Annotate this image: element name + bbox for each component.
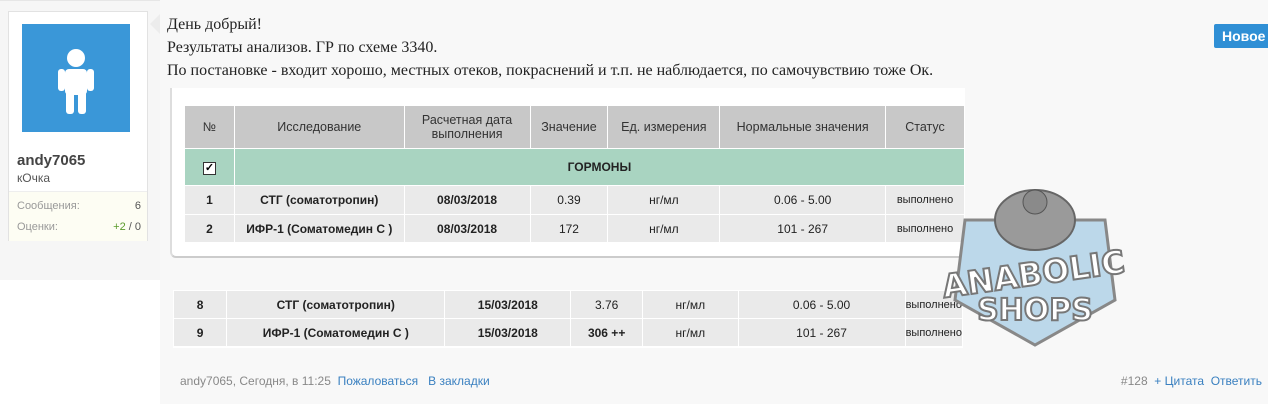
cell: ИФР-1 (Соматомедин С ) (233, 214, 405, 243)
cell: выполнено (885, 185, 965, 215)
col-header: № (184, 105, 235, 149)
results-image-1: № Исследование Расчетная дата выполнения… (170, 88, 966, 258)
results-image-2: 8 СТГ (соматотропин) 15/03/2018 3.76 нг/мл 0.… (172, 290, 964, 348)
stat-negative: / 0 (125, 221, 141, 233)
stat-label: Сообщения: (17, 200, 80, 212)
report-link[interactable]: Пожаловаться (337, 374, 419, 388)
message-arrow (150, 14, 160, 34)
table-row: 8 СТГ (соматотропин) 15/03/2018 3.76 нг/мл 0.… (172, 290, 964, 319)
stat-messages: Сообщения: 6 (17, 200, 141, 212)
cell: 2 (184, 214, 235, 243)
cell: 0.39 (529, 185, 609, 215)
username[interactable]: andy7065 (17, 152, 86, 169)
post-line: По постановке - входит хорошо, местных о… (167, 62, 934, 79)
post-footer-right: #128 + Цитата Ответить (1121, 374, 1262, 388)
cell: 0.06 - 5.00 (719, 185, 887, 215)
cell: выполнено (904, 290, 964, 319)
cell: СТГ (соматотропин) (233, 185, 405, 215)
post-footer-left: andy7065, Сегодня, в 11:25 Пожаловаться … (180, 374, 490, 388)
col-header: Нормальные значения (719, 105, 887, 149)
col-header: Ед. измерения (607, 105, 721, 149)
stat-value: 6 (134, 200, 141, 212)
cell: ИФР-1 (Соматомедин С ) (226, 318, 446, 347)
table-header: № Исследование Расчетная дата выполнения… (184, 105, 965, 149)
cell: 3.76 (570, 290, 644, 319)
col-header: Исследование (233, 105, 405, 149)
table-row: 2 ИФР-1 (Соматомедин С ) 08/03/2018 172 нг/м… (184, 214, 965, 243)
cell: 306 ++ (570, 318, 644, 347)
cell: 1 (184, 185, 235, 215)
cell: выполнено (904, 318, 964, 347)
cell: 8 (172, 290, 228, 319)
cell: нг/мл (642, 290, 739, 319)
new-badge[interactable]: Новое (1214, 24, 1268, 48)
watermark-line2: SHOPS (977, 293, 1093, 328)
group-row: ✓ ГОРМОНЫ (184, 148, 966, 186)
cell: 101 - 267 (737, 318, 906, 347)
post-text: День добрый! Результаты анализов. ГР по … (167, 13, 933, 82)
reply-link[interactable]: Ответить (1210, 374, 1262, 388)
checkbox-checked[interactable]: ✓ (202, 161, 216, 175)
cell: СТГ (соматотропин) (226, 290, 446, 319)
user-info: andy7065 кОчка Сообщения: 6 Оценки: +2 / 0 (8, 11, 148, 241)
user-title: кОчка (17, 171, 51, 185)
group-title: ГОРМОНЫ (233, 148, 966, 186)
group-checkbox-cell: ✓ (184, 148, 235, 186)
cell: нг/мл (607, 214, 721, 243)
watermark-logo: ANABOLIC SHOPS (939, 189, 1128, 347)
cell: 08/03/2018 (403, 185, 531, 215)
table-row: 1 СТГ (соматотропин) 08/03/2018 0.39 нг/мл 0.… (184, 185, 965, 215)
stat-positive: +2 (113, 221, 126, 233)
cell: 0.06 - 5.00 (737, 290, 906, 319)
cell: нг/мл (642, 318, 739, 347)
col-header: Расчетная дата выполнения (403, 105, 531, 149)
quote-link[interactable]: + Цитата (1154, 374, 1205, 388)
post-line: Результаты анализов. ГР по схеме 3340. (167, 39, 438, 56)
post-meta[interactable]: andy7065, Сегодня, в 11:25 (180, 374, 331, 388)
table-row: 9 ИФР-1 (Соматомедин С ) 15/03/2018 306 ++ н… (172, 318, 964, 347)
user-icon (58, 49, 94, 114)
cell: 15/03/2018 (444, 318, 572, 347)
post-number[interactable]: #128 (1120, 374, 1148, 388)
cell: 172 (529, 214, 609, 243)
stat-label: Оценки: (17, 221, 58, 233)
bookmark-link[interactable]: В закладки (428, 374, 490, 388)
cell: 15/03/2018 (444, 290, 572, 319)
results-table-2: 8 СТГ (соматотропин) 15/03/2018 3.76 нг/мл 0.… (172, 290, 964, 347)
cell: 9 (172, 318, 228, 347)
post-line: День добрый! (167, 16, 262, 33)
user-stats: Сообщения: 6 Оценки: +2 / 0 (9, 191, 147, 241)
avatar[interactable] (22, 24, 130, 132)
cell: 08/03/2018 (403, 214, 531, 243)
col-header: Значение (529, 105, 609, 149)
cell: нг/мл (607, 185, 721, 215)
stat-ratings: Оценки: +2 / 0 (17, 221, 141, 233)
results-table-1: № Исследование Расчетная дата выполнения… (184, 105, 966, 243)
cell: выполнено (885, 214, 965, 243)
col-header: Статус (885, 105, 965, 149)
cell: 101 - 267 (719, 214, 887, 243)
